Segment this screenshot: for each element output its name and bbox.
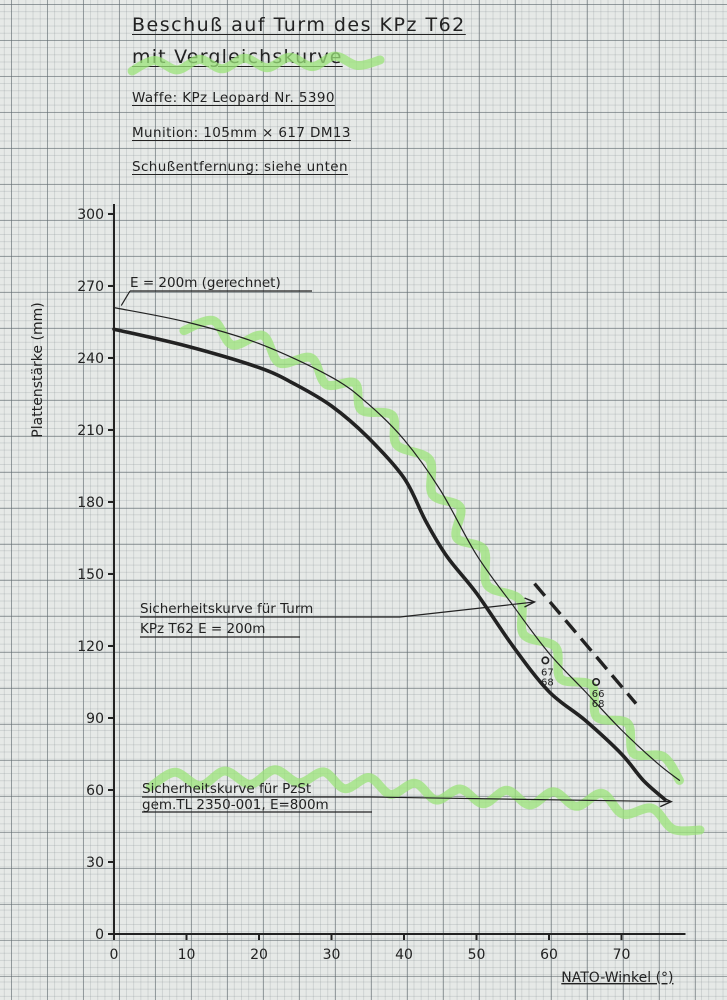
annotation-computed-label: E = 200m (gerechnet)	[130, 275, 281, 291]
axes-layer: 0 30 60 90 120 150 180 210 240 270 300 0 10 20 30 40 50 6…	[30, 204, 686, 986]
x-tick-label: 30	[323, 947, 341, 963]
series-layer	[112, 307, 681, 802]
y-tick-label: 240	[77, 351, 104, 367]
annotation-pzst-safety-label: Sicherheitskurve für PzSt	[142, 781, 311, 797]
y-tick-label: 30	[86, 855, 104, 871]
y-tick-label: 270	[77, 279, 104, 295]
range-label: Schußentfernung:	[132, 159, 260, 175]
range-line: Schußentfernung: siehe unten	[132, 159, 348, 175]
data-point-label-line: 67	[541, 667, 554, 678]
x-tick-label: 0	[110, 947, 119, 963]
weapon-value: KPz Leopard Nr. 5390	[182, 90, 335, 106]
x-axis-label: NATO-Winkel (°)	[561, 970, 673, 986]
series-line-computed-200m	[113, 307, 681, 781]
y-tick-label: 0	[95, 927, 104, 943]
x-tick-label: 20	[250, 947, 268, 963]
series-line-safety-curve-turret	[112, 327, 667, 802]
data-point	[541, 656, 550, 665]
data-point-label-line: 68	[541, 677, 554, 688]
data-point-label: 67 68	[541, 667, 554, 688]
x-tick-label: 10	[178, 947, 196, 963]
y-tick-label: 150	[77, 567, 104, 583]
x-tick-label: 50	[468, 947, 486, 963]
data-point-label: 66 68	[592, 689, 605, 710]
y-tick-label: 90	[86, 711, 104, 727]
annotation-leader-line	[120, 290, 131, 306]
range-value: siehe unten	[264, 159, 348, 175]
y-tick-label: 180	[77, 495, 104, 511]
y-axis-label: Plattenstärke (mm)	[30, 302, 46, 437]
data-point-label-line: 66	[592, 689, 605, 700]
y-tick-label: 210	[77, 423, 104, 439]
weapon-label: Waffe:	[132, 90, 178, 106]
annotation-arrowhead	[659, 795, 673, 808]
series-line-dashed-segment	[533, 582, 638, 705]
annotation-turret-safety-label-2: KPz T62 E = 200m	[140, 621, 265, 637]
x-tick-label: 60	[540, 947, 558, 963]
highlighter-layer	[127, 51, 705, 836]
x-tick-label: 40	[395, 947, 413, 963]
highlighter-pzst-mark	[145, 765, 705, 836]
ammo-line: Munition: 105mm × 617 DM13	[132, 125, 351, 141]
x-tick-label: 70	[613, 947, 631, 963]
data-point-label-line: 68	[592, 699, 605, 710]
y-tick-label: 60	[86, 783, 104, 799]
annotation-turret-safety-label: Sicherheitskurve für Turm	[140, 601, 313, 617]
annotation-pzst-safety-label-2: gem.TL 2350-001, E=800m	[142, 797, 329, 813]
highlighter-curve-mark	[179, 315, 684, 785]
y-tick-label: 300	[77, 207, 104, 223]
ammo-value: 105mm × 617 DM13	[203, 125, 351, 141]
highlighter-subtitle-mark	[127, 51, 385, 76]
annotation-leader-line	[399, 601, 535, 618]
y-tick-label: 120	[77, 639, 104, 655]
annotation-layer: E = 200m (gerechnet) Sicherheitskurve für…	[120, 275, 673, 813]
ammo-label: Munition:	[132, 125, 199, 141]
annotation-arrowhead	[524, 597, 537, 608]
chart-title: Beschuß auf Turm des KPz T62	[132, 14, 466, 36]
data-point	[592, 677, 601, 686]
annotation-leader-line	[369, 796, 671, 803]
weapon-line: Waffe: KPz Leopard Nr. 5390	[132, 90, 335, 106]
